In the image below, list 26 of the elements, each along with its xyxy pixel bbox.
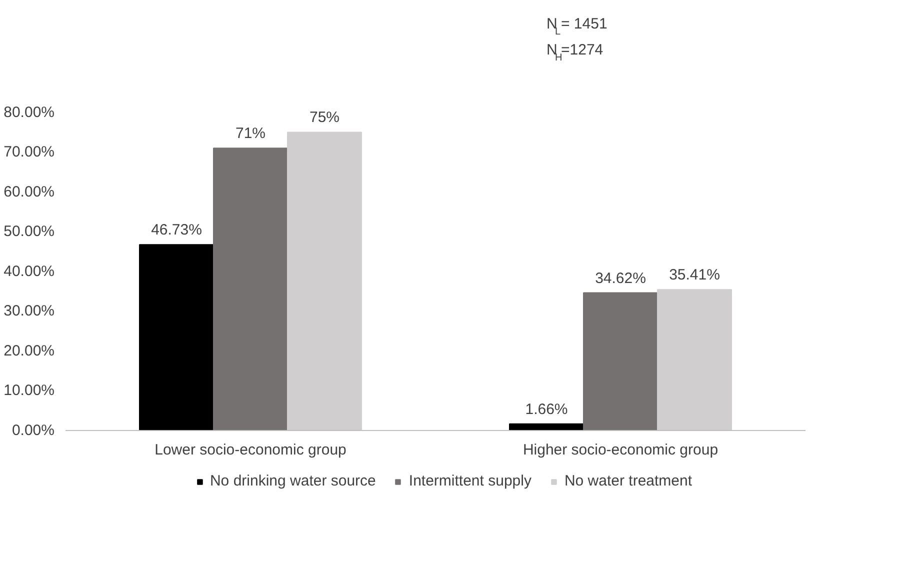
legend-label: No drinking water source — [210, 472, 376, 490]
bar — [213, 148, 288, 430]
y-tick-label: 20.00% — [4, 342, 54, 360]
y-tick-label: 50.00% — [4, 223, 54, 240]
data-label: 35.41% — [669, 266, 720, 284]
bar — [657, 289, 732, 430]
y-tick-label: 70.00% — [4, 144, 54, 161]
y-tick-label: 60.00% — [4, 183, 54, 200]
data-label: 1.66% — [525, 400, 568, 418]
bar — [139, 244, 214, 430]
data-label: 46.73% — [151, 222, 202, 239]
y-tick-label: 80.00% — [4, 104, 54, 121]
data-label: 34.62% — [595, 270, 646, 287]
data-label: 75% — [309, 109, 340, 126]
x-tick-label: Higher socio-economic group — [522, 442, 718, 458]
bar — [509, 423, 584, 430]
y-tick-label: 40.00% — [4, 262, 54, 280]
y-tick-label: 10.00% — [4, 382, 54, 400]
legend-label: No water treatment — [564, 472, 692, 490]
legend-label: Intermittent supply — [408, 472, 532, 490]
data-label: 71% — [235, 125, 266, 142]
x-tick-label: Lower socio-economic group — [154, 442, 346, 458]
bar — [583, 292, 658, 430]
y-tick-label: 0.00% — [12, 422, 55, 439]
bar — [287, 132, 362, 430]
y-tick-label: 30.00% — [4, 302, 54, 320]
